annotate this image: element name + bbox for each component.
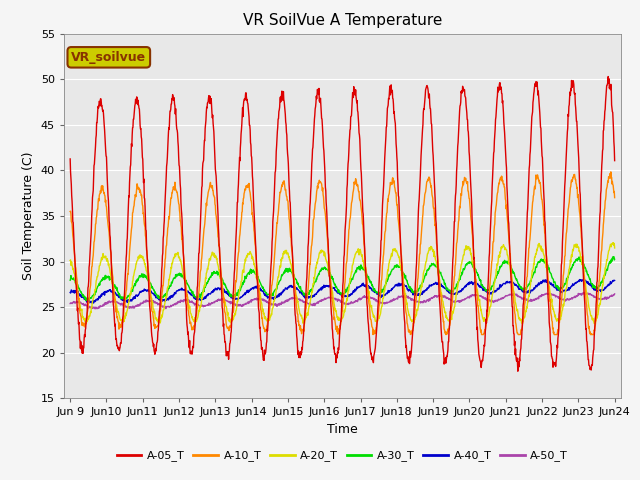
A-50_T — [563, 297, 570, 302]
A-40_T — [90, 300, 97, 306]
A-40_T — [575, 276, 583, 282]
A-10_T — [280, 178, 287, 184]
A-20_T — [293, 295, 301, 300]
A-50_T — [280, 300, 288, 306]
A-40_T — [67, 289, 74, 295]
A-20_T — [610, 240, 618, 246]
Y-axis label: Soil Temperature (C): Soil Temperature (C) — [22, 152, 35, 280]
A-50_T — [92, 306, 99, 312]
A-10_T — [611, 195, 618, 201]
A-40_T — [294, 286, 301, 292]
A-40_T — [563, 288, 570, 293]
Line: A-05_T: A-05_T — [70, 76, 614, 371]
Line: A-50_T: A-50_T — [70, 292, 614, 309]
A-40_T — [611, 277, 618, 283]
A-20_T — [280, 249, 287, 254]
A-30_T — [610, 254, 618, 260]
A-30_T — [280, 269, 288, 275]
A-20_T — [187, 310, 195, 315]
A-30_T — [516, 283, 524, 288]
Line: A-10_T: A-10_T — [70, 172, 614, 335]
A-40_T — [426, 283, 434, 288]
A-10_T — [607, 169, 614, 175]
A-50_T — [187, 300, 195, 305]
Line: A-40_T: A-40_T — [70, 279, 614, 303]
A-30_T — [563, 276, 570, 281]
A-50_T — [426, 297, 434, 302]
A-05_T — [604, 73, 612, 79]
A-20_T — [590, 321, 598, 326]
A-40_T — [187, 292, 195, 298]
A-20_T — [515, 315, 523, 321]
A-05_T — [280, 97, 287, 103]
A-10_T — [426, 180, 434, 186]
Line: A-20_T: A-20_T — [70, 243, 614, 324]
Title: VR SoilVue A Temperature: VR SoilVue A Temperature — [243, 13, 442, 28]
A-30_T — [67, 277, 74, 283]
X-axis label: Time: Time — [327, 423, 358, 436]
A-30_T — [426, 263, 434, 268]
A-05_T — [67, 156, 74, 162]
A-10_T — [67, 209, 74, 215]
A-20_T — [611, 245, 618, 251]
A-20_T — [563, 285, 570, 291]
A-50_T — [67, 300, 74, 306]
A-10_T — [516, 332, 524, 337]
A-05_T — [563, 141, 570, 146]
A-10_T — [187, 320, 195, 325]
A-10_T — [293, 308, 301, 313]
A-50_T — [580, 289, 588, 295]
Text: VR_soilvue: VR_soilvue — [71, 51, 147, 64]
A-05_T — [426, 101, 433, 107]
A-30_T — [611, 256, 618, 262]
A-05_T — [187, 351, 195, 357]
A-10_T — [563, 229, 570, 235]
A-50_T — [294, 296, 301, 301]
A-30_T — [294, 279, 301, 285]
A-50_T — [611, 291, 618, 297]
A-40_T — [516, 286, 524, 291]
A-30_T — [187, 287, 195, 292]
A-05_T — [516, 358, 524, 364]
A-05_T — [514, 368, 522, 374]
A-05_T — [611, 158, 618, 164]
A-20_T — [426, 247, 433, 252]
A-50_T — [516, 294, 524, 300]
A-10_T — [369, 332, 377, 337]
Line: A-30_T: A-30_T — [70, 257, 614, 300]
A-20_T — [67, 258, 74, 264]
A-40_T — [280, 288, 288, 293]
A-30_T — [82, 298, 90, 303]
Legend: A-05_T, A-10_T, A-20_T, A-30_T, A-40_T, A-50_T: A-05_T, A-10_T, A-20_T, A-30_T, A-40_T, … — [113, 446, 572, 466]
A-05_T — [293, 336, 301, 342]
